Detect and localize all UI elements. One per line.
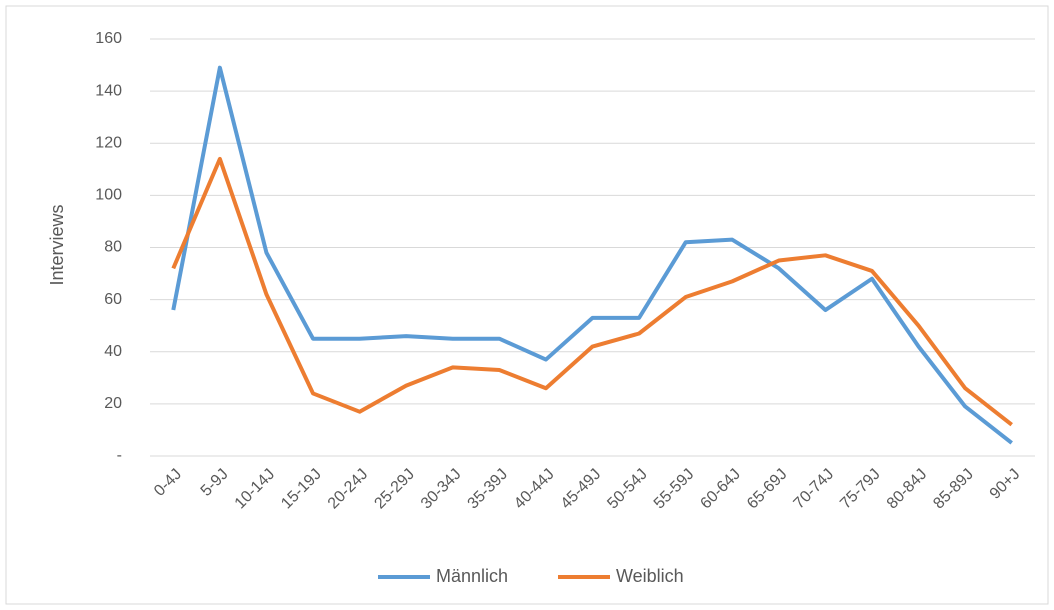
legend-label: Männlich — [436, 566, 508, 586]
data-line — [171, 65, 1013, 445]
y-tick-label: 140 — [95, 82, 122, 99]
y-tick-label: - — [117, 447, 122, 464]
y-tick-label: 40 — [104, 343, 122, 360]
y-tick-label: 80 — [104, 239, 122, 256]
y-tick-label: 100 — [95, 187, 122, 204]
data-line — [171, 156, 1013, 427]
y-tick-label: 60 — [104, 291, 122, 308]
y-tick-label: 120 — [95, 134, 122, 151]
y-tick-label: 20 — [104, 395, 122, 412]
y-axis-label: Interviews — [47, 204, 67, 285]
legend-label: Weiblich — [616, 566, 684, 586]
y-tick-label: 160 — [95, 30, 122, 47]
chart-border — [5, 5, 1049, 605]
